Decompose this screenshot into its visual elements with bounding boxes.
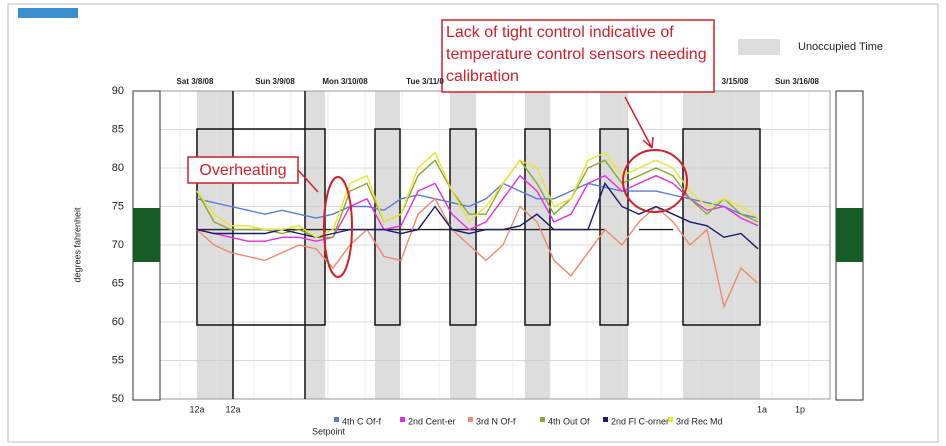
- legend-swatch: [540, 417, 545, 422]
- series-line: [196, 182, 759, 219]
- annotation: Lack of tight control indicative of temp…: [446, 24, 707, 85]
- tab: [18, 8, 78, 18]
- date-label: 3/15/08: [722, 77, 749, 86]
- legend-swatch: [668, 417, 673, 422]
- side-indicator: [133, 208, 160, 262]
- legend-label: 3rd Rec Md: [676, 416, 723, 426]
- side-indicator: [836, 208, 863, 262]
- x-tick-label: 12a: [189, 404, 204, 414]
- y-tick-label: 65: [112, 277, 124, 289]
- shade-legend-label: Unoccupied Time: [798, 41, 883, 53]
- x-tick-label: 12a: [225, 404, 240, 414]
- legend-label: 3rd N Of-f: [476, 416, 516, 426]
- y-tick-label: 50: [112, 393, 124, 405]
- y-tick-label: 70: [112, 239, 124, 251]
- legend-label: 2nd Cent-er: [408, 416, 456, 426]
- x-tick-label: 1a: [757, 404, 767, 414]
- y-tick-label: 60: [112, 316, 124, 328]
- legend-label: 2nd Fl C-orner: [611, 416, 669, 426]
- legend-label: Setpoint: [312, 426, 346, 436]
- annotation-box: [187, 156, 299, 184]
- y-axis-label: degrees fahrenheit: [72, 207, 82, 283]
- y-tick-label: 90: [112, 85, 124, 97]
- series-line: [196, 197, 759, 309]
- date-label: Tue 3/11/0: [406, 77, 444, 86]
- date-label: Sat 3/8/08: [177, 77, 214, 86]
- x-tick-label: 1p: [795, 404, 805, 414]
- legend-swatch: [334, 417, 339, 422]
- annotation-arrow: [297, 169, 319, 193]
- legend-swatch: [603, 417, 608, 422]
- y-tick-label: 80: [112, 162, 124, 174]
- y-tick-label: 55: [112, 354, 124, 366]
- y-tick-label: 75: [112, 200, 124, 212]
- annotation-box: [441, 19, 715, 93]
- highlight: [622, 149, 688, 213]
- legend-label: 4th C Of-f: [342, 416, 382, 426]
- legend-swatch: [400, 417, 405, 422]
- highlight: [323, 176, 353, 278]
- shade-legend-swatch: [738, 39, 780, 55]
- series-line: [196, 151, 759, 239]
- annotation-wrap: Lack of tight control indicative of temp…: [446, 24, 707, 85]
- annotation-arrow: [624, 96, 654, 149]
- legend-swatch: [468, 417, 473, 422]
- setpoint-boxes: [196, 91, 761, 399]
- y-tick-label: 85: [112, 123, 124, 135]
- date-label: Sun 3/16/08: [775, 77, 820, 86]
- annotation: Overheating: [199, 162, 286, 179]
- date-label: Mon 3/10/08: [322, 77, 368, 86]
- legend-label: 4th Out Of: [548, 416, 590, 426]
- date-label: Sun 3/9/08: [255, 77, 295, 86]
- series-line: [196, 174, 759, 242]
